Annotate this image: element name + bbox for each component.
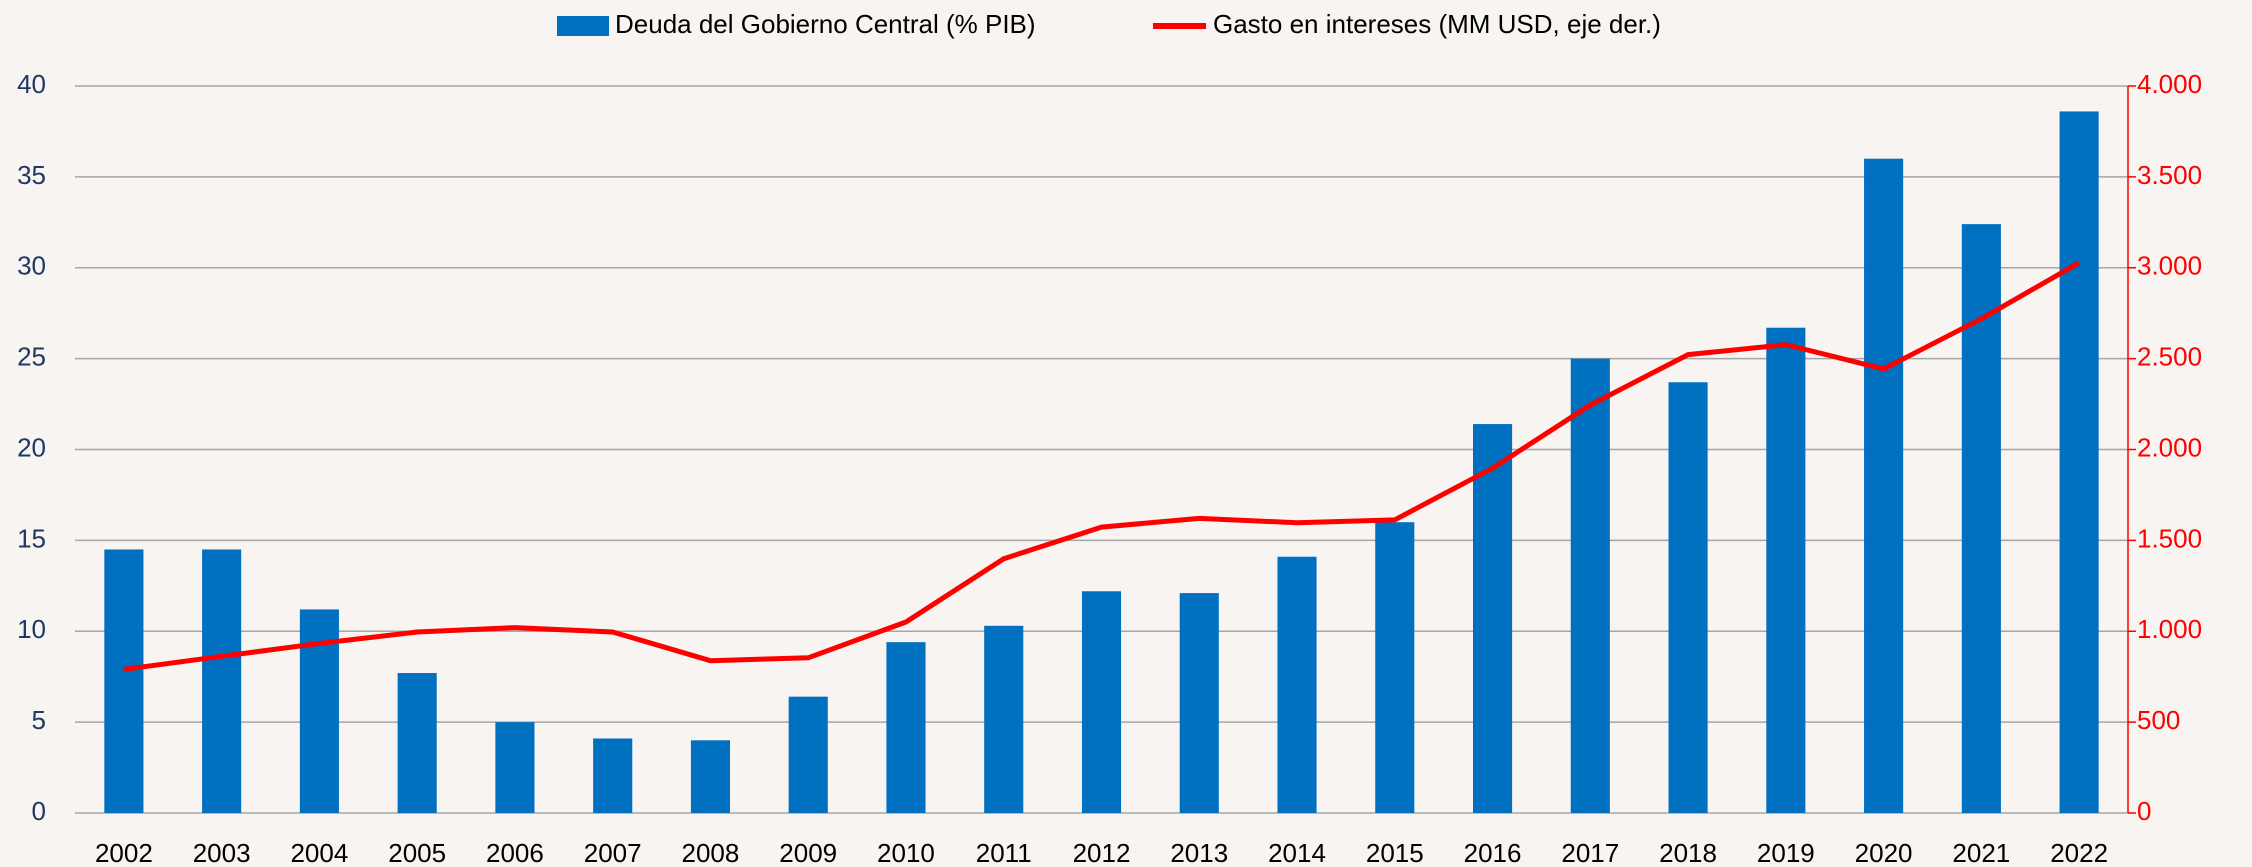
bar bbox=[1472, 424, 1513, 813]
line bbox=[123, 260, 2081, 672]
y-tick-label: 40 bbox=[17, 69, 46, 99]
y-tick-label: 0 bbox=[32, 796, 46, 826]
x-tick-label: 2006 bbox=[486, 838, 544, 867]
bar bbox=[984, 625, 1024, 813]
bar bbox=[1277, 556, 1317, 813]
y-tick-label: 20 bbox=[17, 432, 46, 462]
x-tick-label: 2014 bbox=[1268, 838, 1326, 867]
x-tick-label: 2012 bbox=[1073, 838, 1131, 867]
x-tick-label: 2017 bbox=[1561, 838, 1619, 867]
bar bbox=[1766, 327, 1806, 813]
y-tick-label: 30 bbox=[17, 251, 46, 281]
x-tick-label: 2008 bbox=[682, 838, 740, 867]
bar bbox=[104, 549, 144, 813]
legend-label: Deuda del Gobierno Central (% PIB) bbox=[615, 9, 1036, 39]
bar bbox=[1570, 358, 1610, 813]
x-tick-label: 2009 bbox=[779, 838, 837, 867]
bar bbox=[495, 722, 535, 813]
x-tick-label: 2015 bbox=[1366, 838, 1424, 867]
y-tick-label: 5 bbox=[32, 705, 46, 735]
bar bbox=[2059, 111, 2099, 813]
x-tick-label: 2003 bbox=[193, 838, 251, 867]
y-tick-label: 35 bbox=[17, 160, 46, 190]
bar bbox=[1864, 158, 1904, 813]
bar bbox=[1179, 593, 1219, 813]
bar bbox=[886, 642, 926, 813]
bar bbox=[690, 740, 731, 813]
x-tick-label: 2010 bbox=[877, 838, 935, 867]
x-tick-label: 2018 bbox=[1659, 838, 1717, 867]
x-tick-label: 2011 bbox=[976, 838, 1032, 867]
x-tick-label: 2022 bbox=[2050, 838, 2108, 867]
x-tick-label: 2002 bbox=[95, 838, 153, 867]
bar bbox=[397, 673, 437, 813]
x-tick-label: 2016 bbox=[1464, 838, 1522, 867]
bar bbox=[1375, 522, 1415, 813]
bar bbox=[202, 549, 242, 813]
y2-tick-label: 4.000 bbox=[2137, 69, 2202, 99]
bar bbox=[1668, 382, 1708, 813]
legend-label: Gasto en intereses (MM USD, eje der.) bbox=[1213, 9, 1661, 39]
y2-tick-label: 2.500 bbox=[2137, 342, 2202, 372]
x-tick-label: 2007 bbox=[584, 838, 642, 867]
x-tick-label: 2013 bbox=[1170, 838, 1228, 867]
x-tick-label: 2021 bbox=[1952, 838, 2010, 867]
y2-tick-label: 1.500 bbox=[2137, 523, 2202, 553]
x-tick-label: 2005 bbox=[388, 838, 446, 867]
x-tick-label: 2019 bbox=[1757, 838, 1815, 867]
y2-tick-label: 500 bbox=[2137, 705, 2180, 735]
y2-tick-label: 3.000 bbox=[2137, 251, 2202, 281]
bar bbox=[593, 738, 633, 813]
bar bbox=[1081, 591, 1122, 813]
bar bbox=[1961, 224, 2001, 813]
y-tick-label: 10 bbox=[17, 614, 46, 644]
y-tick-label: 15 bbox=[17, 523, 46, 553]
bar bbox=[788, 696, 828, 813]
y2-tick-label: 0 bbox=[2137, 796, 2151, 826]
legend-swatch-bar bbox=[557, 16, 609, 36]
y-tick-label: 25 bbox=[17, 342, 46, 372]
y2-tick-label: 3.500 bbox=[2137, 160, 2202, 190]
y2-tick-label: 1.000 bbox=[2137, 614, 2202, 644]
x-tick-label: 2020 bbox=[1855, 838, 1913, 867]
y2-tick-label: 2.000 bbox=[2137, 432, 2202, 462]
x-tick-label: 2004 bbox=[290, 838, 348, 867]
